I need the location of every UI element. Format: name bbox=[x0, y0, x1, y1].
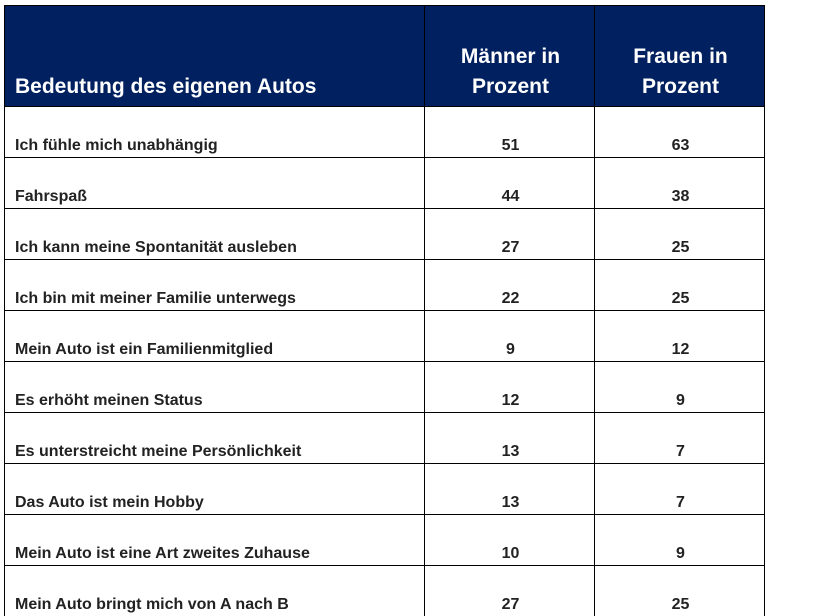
men-value: 27 bbox=[425, 566, 595, 616]
table-row: Ich kann meine Spontanität ausleben 27 2… bbox=[5, 209, 765, 260]
column-header-women: Frauen in Prozent bbox=[595, 6, 765, 107]
women-value: 7 bbox=[595, 464, 765, 515]
row-label: Ich fühle mich unabhängig bbox=[5, 107, 425, 158]
row-label: Es erhöht meinen Status bbox=[5, 362, 425, 413]
women-value: 25 bbox=[595, 260, 765, 311]
row-label: Ich kann meine Spontanität ausleben bbox=[5, 209, 425, 260]
table-container: Bedeutung des eigenen Autos Männer in Pr… bbox=[4, 5, 764, 616]
table-row: Mein Auto ist eine Art zweites Zuhause 1… bbox=[5, 515, 765, 566]
header-row: Bedeutung des eigenen Autos Männer in Pr… bbox=[5, 6, 765, 107]
table-row: Mein Auto bringt mich von A nach B 27 25 bbox=[5, 566, 765, 616]
women-value: 25 bbox=[595, 566, 765, 616]
row-label: Mein Auto ist eine Art zweites Zuhause bbox=[5, 515, 425, 566]
women-value: 12 bbox=[595, 311, 765, 362]
women-value: 38 bbox=[595, 158, 765, 209]
men-value: 13 bbox=[425, 464, 595, 515]
row-label: Ich bin mit meiner Familie unterwegs bbox=[5, 260, 425, 311]
row-label: Fahrspaß bbox=[5, 158, 425, 209]
survey-table: Bedeutung des eigenen Autos Männer in Pr… bbox=[4, 5, 765, 616]
column-header-men: Männer in Prozent bbox=[425, 6, 595, 107]
men-value: 27 bbox=[425, 209, 595, 260]
row-label: Es unterstreicht meine Persönlichkeit bbox=[5, 413, 425, 464]
table-row: Das Auto ist mein Hobby 13 7 bbox=[5, 464, 765, 515]
row-label: Mein Auto ist ein Familienmitglied bbox=[5, 311, 425, 362]
column-header-meaning: Bedeutung des eigenen Autos bbox=[5, 6, 425, 107]
table-row: Ich fühle mich unabhängig 51 63 bbox=[5, 107, 765, 158]
men-value: 10 bbox=[425, 515, 595, 566]
table-row: Es unterstreicht meine Persönlichkeit 13… bbox=[5, 413, 765, 464]
men-value: 12 bbox=[425, 362, 595, 413]
row-label: Mein Auto bringt mich von A nach B bbox=[5, 566, 425, 616]
table-row: Es erhöht meinen Status 12 9 bbox=[5, 362, 765, 413]
table-row: Fahrspaß 44 38 bbox=[5, 158, 765, 209]
men-value: 44 bbox=[425, 158, 595, 209]
table-body: Ich fühle mich unabhängig 51 63 Fahrspaß… bbox=[5, 107, 765, 616]
women-value: 63 bbox=[595, 107, 765, 158]
women-value: 9 bbox=[595, 362, 765, 413]
row-label: Das Auto ist mein Hobby bbox=[5, 464, 425, 515]
men-value: 51 bbox=[425, 107, 595, 158]
men-value: 13 bbox=[425, 413, 595, 464]
women-value: 9 bbox=[595, 515, 765, 566]
table-row: Mein Auto ist ein Familienmitglied 9 12 bbox=[5, 311, 765, 362]
women-value: 7 bbox=[595, 413, 765, 464]
men-value: 22 bbox=[425, 260, 595, 311]
table-row: Ich bin mit meiner Familie unterwegs 22 … bbox=[5, 260, 765, 311]
men-value: 9 bbox=[425, 311, 595, 362]
women-value: 25 bbox=[595, 209, 765, 260]
